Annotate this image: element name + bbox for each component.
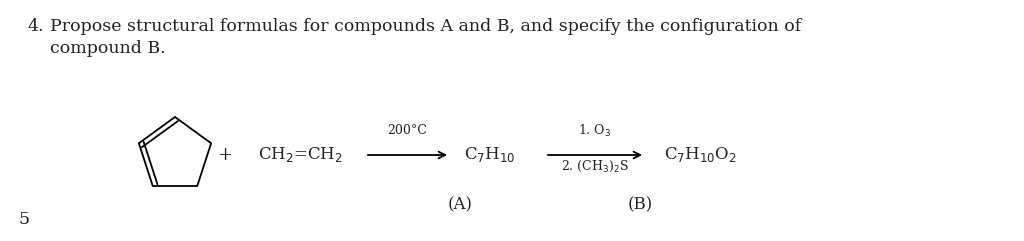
Text: C$_7$H$_{10}$: C$_7$H$_{10}$ <box>464 146 516 165</box>
Text: 4.: 4. <box>28 18 44 35</box>
Text: Propose structural formulas for compounds A and B, and specify the configuration: Propose structural formulas for compound… <box>50 18 801 35</box>
Text: compound B.: compound B. <box>50 40 166 57</box>
Text: 2. (CH$_3$)$_2$S: 2. (CH$_3$)$_2$S <box>561 159 629 174</box>
Text: C$_7$H$_{10}$O$_2$: C$_7$H$_{10}$O$_2$ <box>664 146 736 165</box>
Text: (B): (B) <box>628 196 652 214</box>
Text: (A): (A) <box>447 196 472 214</box>
Text: 200°C: 200°C <box>387 124 427 137</box>
Text: 5: 5 <box>18 211 29 228</box>
Text: CH$_2$=CH$_2$: CH$_2$=CH$_2$ <box>258 146 342 165</box>
Text: 1. O$_3$: 1. O$_3$ <box>579 123 611 139</box>
Text: +: + <box>217 146 232 164</box>
